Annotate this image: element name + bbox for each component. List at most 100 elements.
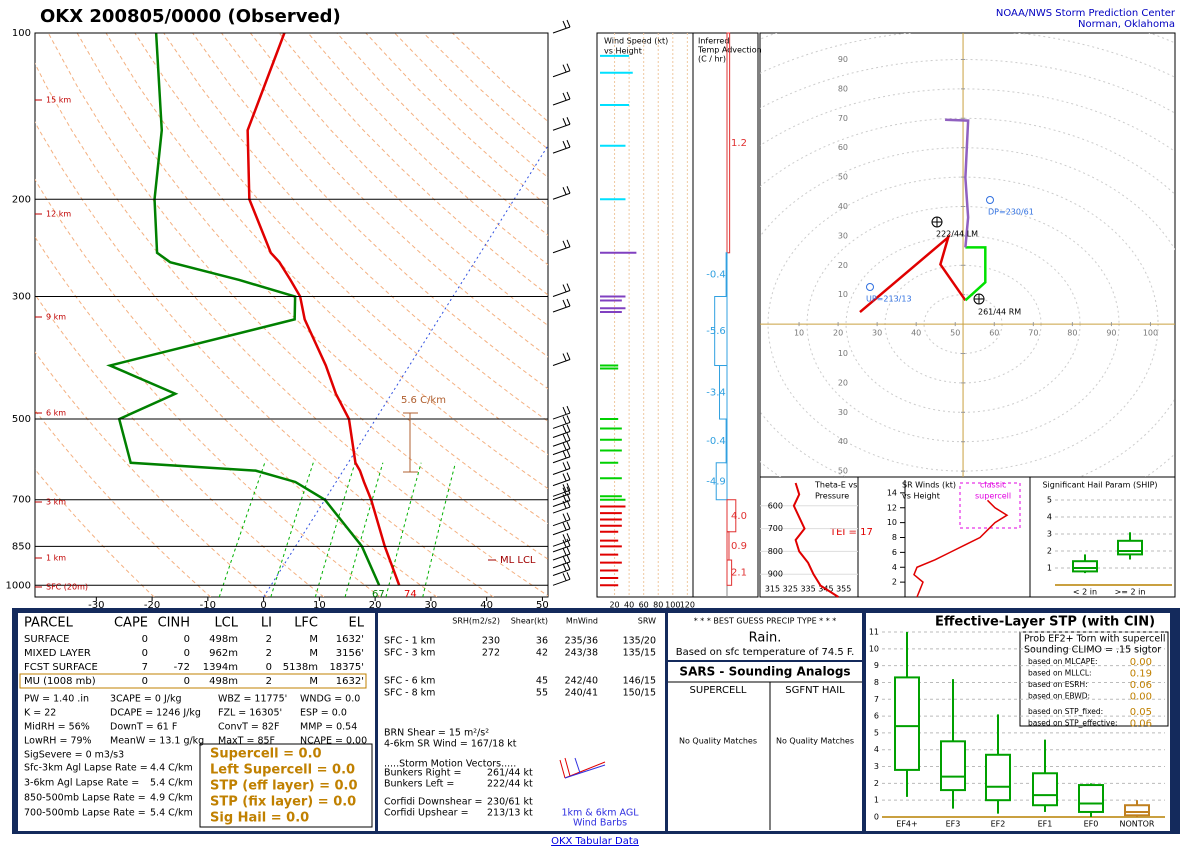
box	[1117, 539, 1143, 556]
parcel-cell: 0	[142, 676, 148, 687]
isotherm	[263, 144, 548, 597]
kin-cell: 235/36	[565, 636, 598, 647]
wind-barb	[552, 91, 571, 106]
temp-label: 40	[480, 600, 493, 611]
u-label: 50	[950, 329, 960, 338]
advection-label: -3.4	[706, 387, 726, 398]
v-label: 40	[838, 202, 848, 211]
advection-bar	[726, 559, 733, 586]
wind-barb	[552, 461, 571, 475]
box-y: 3	[874, 762, 879, 771]
composite: Supercell = 0.0	[210, 747, 322, 762]
box	[940, 740, 966, 792]
v-label: 20	[838, 378, 848, 387]
parcel-cell: 18375'	[329, 662, 364, 673]
label: based on STP_effective:	[1028, 719, 1118, 728]
parcel-cell: 498m	[209, 634, 238, 645]
wind-barb	[552, 239, 571, 254]
parcel-cell: 0	[266, 662, 272, 673]
label: based on MLLCL:	[1028, 669, 1092, 678]
label: Wind Speed (kt)	[604, 37, 668, 46]
u-label: 40	[911, 329, 921, 338]
box-y: 4	[874, 745, 879, 754]
kin-cell: SFC - 6 km	[384, 676, 435, 687]
pressure-label: 850	[12, 541, 31, 552]
advection-label: -4.9	[706, 476, 726, 487]
label: based on MLCAPE:	[1028, 657, 1098, 666]
sr-y: 4	[892, 563, 897, 572]
wind-barb	[552, 283, 571, 297]
label: 0.00	[1130, 692, 1152, 703]
motion-ring	[931, 216, 943, 228]
label: 700-500mb Lapse Rate =	[24, 808, 146, 819]
label: MnWind	[566, 617, 598, 626]
wind-barb	[552, 117, 571, 131]
v-label: 90	[838, 55, 848, 64]
box-category: EF0	[1084, 820, 1099, 829]
mixing-ratio	[314, 462, 356, 597]
height-label: 15 km	[46, 96, 71, 105]
parcel-cell: 1632'	[336, 676, 364, 687]
label: No Quality Matches	[776, 737, 854, 746]
mixing-ratio	[344, 462, 384, 597]
sr-y: 14	[887, 488, 897, 497]
ship-frame	[1029, 476, 1176, 598]
kin-cell: 135/15	[623, 648, 656, 659]
wind-barb	[552, 562, 571, 576]
kin-cell: SFC - 3 km	[384, 648, 435, 659]
barb-glyph-6km	[564, 757, 606, 779]
advection-label: 2.1	[731, 568, 747, 579]
u-label: 30	[872, 329, 882, 338]
label: Sounding CLIMO = .15 sigtor	[1024, 645, 1161, 656]
dry-adiabat	[47, 33, 548, 560]
wind-barb	[552, 433, 571, 447]
parcel-cell: M	[309, 676, 318, 687]
label: SRW	[638, 617, 656, 626]
composite: Left Supercell = 0.0	[210, 763, 355, 778]
kin-cell: 150/15	[623, 688, 656, 699]
pressure-label: 300	[12, 292, 31, 303]
dry-adiabat	[35, 351, 268, 597]
label: 0.05	[1130, 707, 1152, 718]
label: 4.4 C/km	[150, 763, 193, 774]
kin-cell: 45	[536, 676, 548, 687]
label: 5.4 C/km	[150, 778, 193, 789]
label: based on ESRH:	[1028, 680, 1088, 689]
lcl-label: ML LCL	[500, 555, 536, 566]
parcel-cell: -72	[174, 662, 190, 673]
label: Corfidi Downshear =	[384, 797, 482, 808]
dry-adiabat	[192, 33, 548, 390]
box-y: 5	[874, 728, 879, 737]
index: MeanW = 13.1 g/kg	[110, 736, 204, 747]
advection-bar	[726, 32, 731, 254]
place: Norman, Oklahoma	[1078, 19, 1175, 30]
advection-frame	[692, 32, 759, 598]
label: SGFNT HAIL	[785, 685, 845, 696]
org: NOAA/NWS Storm Prediction Center	[996, 8, 1176, 19]
temp-label: 50	[536, 600, 549, 611]
temp-label: -10	[200, 600, 216, 611]
dry-adiabat	[307, 33, 548, 266]
kinematics-panel	[378, 613, 665, 831]
wind-barb	[552, 538, 571, 553]
parcel-header: CINH	[158, 616, 190, 631]
speed-label: 60	[639, 601, 649, 610]
motion-marker	[974, 294, 984, 304]
advection-bar	[725, 418, 728, 464]
dry-adiabat	[35, 409, 211, 597]
box	[894, 676, 920, 771]
height-label: 9 km	[46, 313, 66, 322]
box-y: 10	[869, 644, 879, 653]
label: 4-6km SR Wind = 167/18 kt	[384, 739, 517, 750]
wind-barb	[552, 483, 571, 497]
label: 0.06	[1130, 680, 1152, 691]
parcel-cell: 962m	[209, 648, 238, 659]
parcel-cell: 0	[184, 648, 190, 659]
box	[985, 753, 1011, 802]
box-y: 2	[874, 779, 879, 788]
parcel-cell: 0	[142, 634, 148, 645]
tabular-link[interactable]: OKX Tabular Data	[551, 836, 639, 847]
thetae-line	[792, 482, 839, 598]
parcel-cell: 2	[266, 676, 272, 687]
